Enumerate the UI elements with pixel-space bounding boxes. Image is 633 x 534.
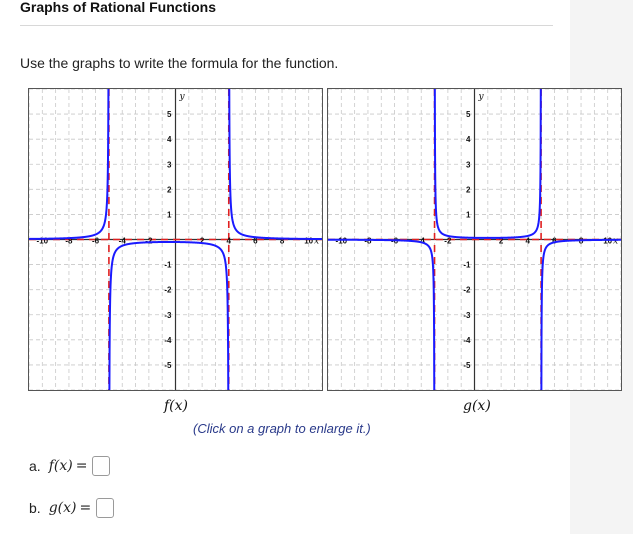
y-tick-label: 3 bbox=[466, 160, 471, 169]
answer-letter: b. bbox=[29, 500, 41, 516]
y-tick-label: 5 bbox=[466, 110, 471, 119]
y-tick-label: 2 bbox=[167, 185, 172, 194]
x-tick-label: 6 bbox=[552, 237, 557, 246]
equals-sign: = bbox=[75, 458, 88, 474]
y-axis-label: y bbox=[179, 92, 186, 102]
answer-letter: a. bbox=[29, 458, 41, 474]
graph-g-label: g(x) bbox=[463, 398, 491, 414]
x-tick-label: -2 bbox=[145, 237, 153, 246]
x-tick-label: 2 bbox=[200, 237, 205, 246]
y-tick-label: 5 bbox=[167, 110, 172, 119]
divider bbox=[20, 25, 553, 26]
x-axis-label: x bbox=[314, 237, 319, 247]
graph-f[interactable]: -10 -8 -6 -4 -2 2 4 6 8 10 5 4 3 2 1 -1 -2 -3 -4 -5 y x bbox=[28, 88, 323, 391]
page-title: Graphs of Rational Functions bbox=[20, 0, 217, 15]
function-curve bbox=[433, 89, 542, 239]
y-tick-label: -1 bbox=[463, 261, 471, 270]
y-tick-label: -2 bbox=[463, 286, 471, 295]
x-tick-label: -8 bbox=[65, 237, 73, 246]
y-tick-label: 2 bbox=[466, 185, 471, 194]
function-curve bbox=[29, 89, 110, 240]
y-tick-label: 4 bbox=[466, 135, 471, 144]
y-tick-label: 3 bbox=[167, 160, 172, 169]
y-tick-label: -4 bbox=[463, 336, 471, 345]
x-tick-label: -8 bbox=[364, 237, 372, 246]
y-axis-label: y bbox=[478, 92, 485, 102]
y-tick-label: -4 bbox=[164, 336, 172, 345]
y-tick-label: 1 bbox=[167, 210, 172, 219]
x-tick-label: 10 bbox=[304, 237, 313, 246]
graph-f-label: f(x) bbox=[164, 398, 189, 414]
x-tick-label: 2 bbox=[499, 237, 504, 246]
x-tick-label: 4 bbox=[526, 237, 531, 246]
y-tick-label: 1 bbox=[466, 210, 471, 219]
answer-lhs: f(x) bbox=[48, 458, 73, 474]
equals-sign: = bbox=[79, 500, 92, 516]
answer-input-g[interactable] bbox=[96, 498, 115, 518]
x-tick-label: -6 bbox=[92, 237, 100, 246]
function-curve bbox=[108, 240, 230, 390]
function-curve bbox=[228, 89, 322, 241]
y-tick-label: -5 bbox=[164, 361, 172, 370]
x-tick-label: -10 bbox=[336, 237, 348, 246]
answer-input-f[interactable] bbox=[92, 456, 111, 476]
y-tick-label: -1 bbox=[164, 261, 172, 270]
y-tick-label: -5 bbox=[463, 361, 471, 370]
answer-lhs: g(x) bbox=[48, 500, 77, 516]
graph-f-plot: -10 -8 -6 -4 -2 2 4 6 8 10 5 4 3 2 1 -1 -2 -3 -4 -5 y x bbox=[29, 89, 322, 390]
answer-row-f: a. f(x) = bbox=[29, 456, 111, 476]
x-tick-label: 8 bbox=[280, 237, 285, 246]
question-prompt: Use the graphs to write the formula for … bbox=[20, 55, 339, 71]
x-tick-label: -10 bbox=[37, 237, 49, 246]
answer-row-g: b. g(x) = bbox=[29, 498, 115, 518]
x-tick-label: -2 bbox=[444, 237, 452, 246]
x-axis-label: x bbox=[613, 237, 618, 247]
x-tick-label: -4 bbox=[119, 237, 127, 246]
function-curve bbox=[540, 238, 621, 390]
x-tick-label: 10 bbox=[603, 237, 612, 246]
graph-g[interactable]: -10 -8 -6 -4 -2 2 4 6 8 10 5 4 3 2 1 -1 -2 -3 -4 -5 y x bbox=[327, 88, 622, 391]
function-curve bbox=[328, 238, 436, 390]
y-tick-label: 4 bbox=[167, 135, 172, 144]
enlarge-hint: (Click on a graph to enlarge it.) bbox=[193, 421, 371, 436]
x-tick-label: 4 bbox=[227, 237, 232, 246]
y-tick-label: -3 bbox=[164, 311, 172, 320]
x-tick-label: -4 bbox=[418, 237, 426, 246]
y-tick-label: -3 bbox=[463, 311, 471, 320]
x-tick-label: 6 bbox=[253, 237, 258, 246]
y-tick-label: -2 bbox=[164, 286, 172, 295]
